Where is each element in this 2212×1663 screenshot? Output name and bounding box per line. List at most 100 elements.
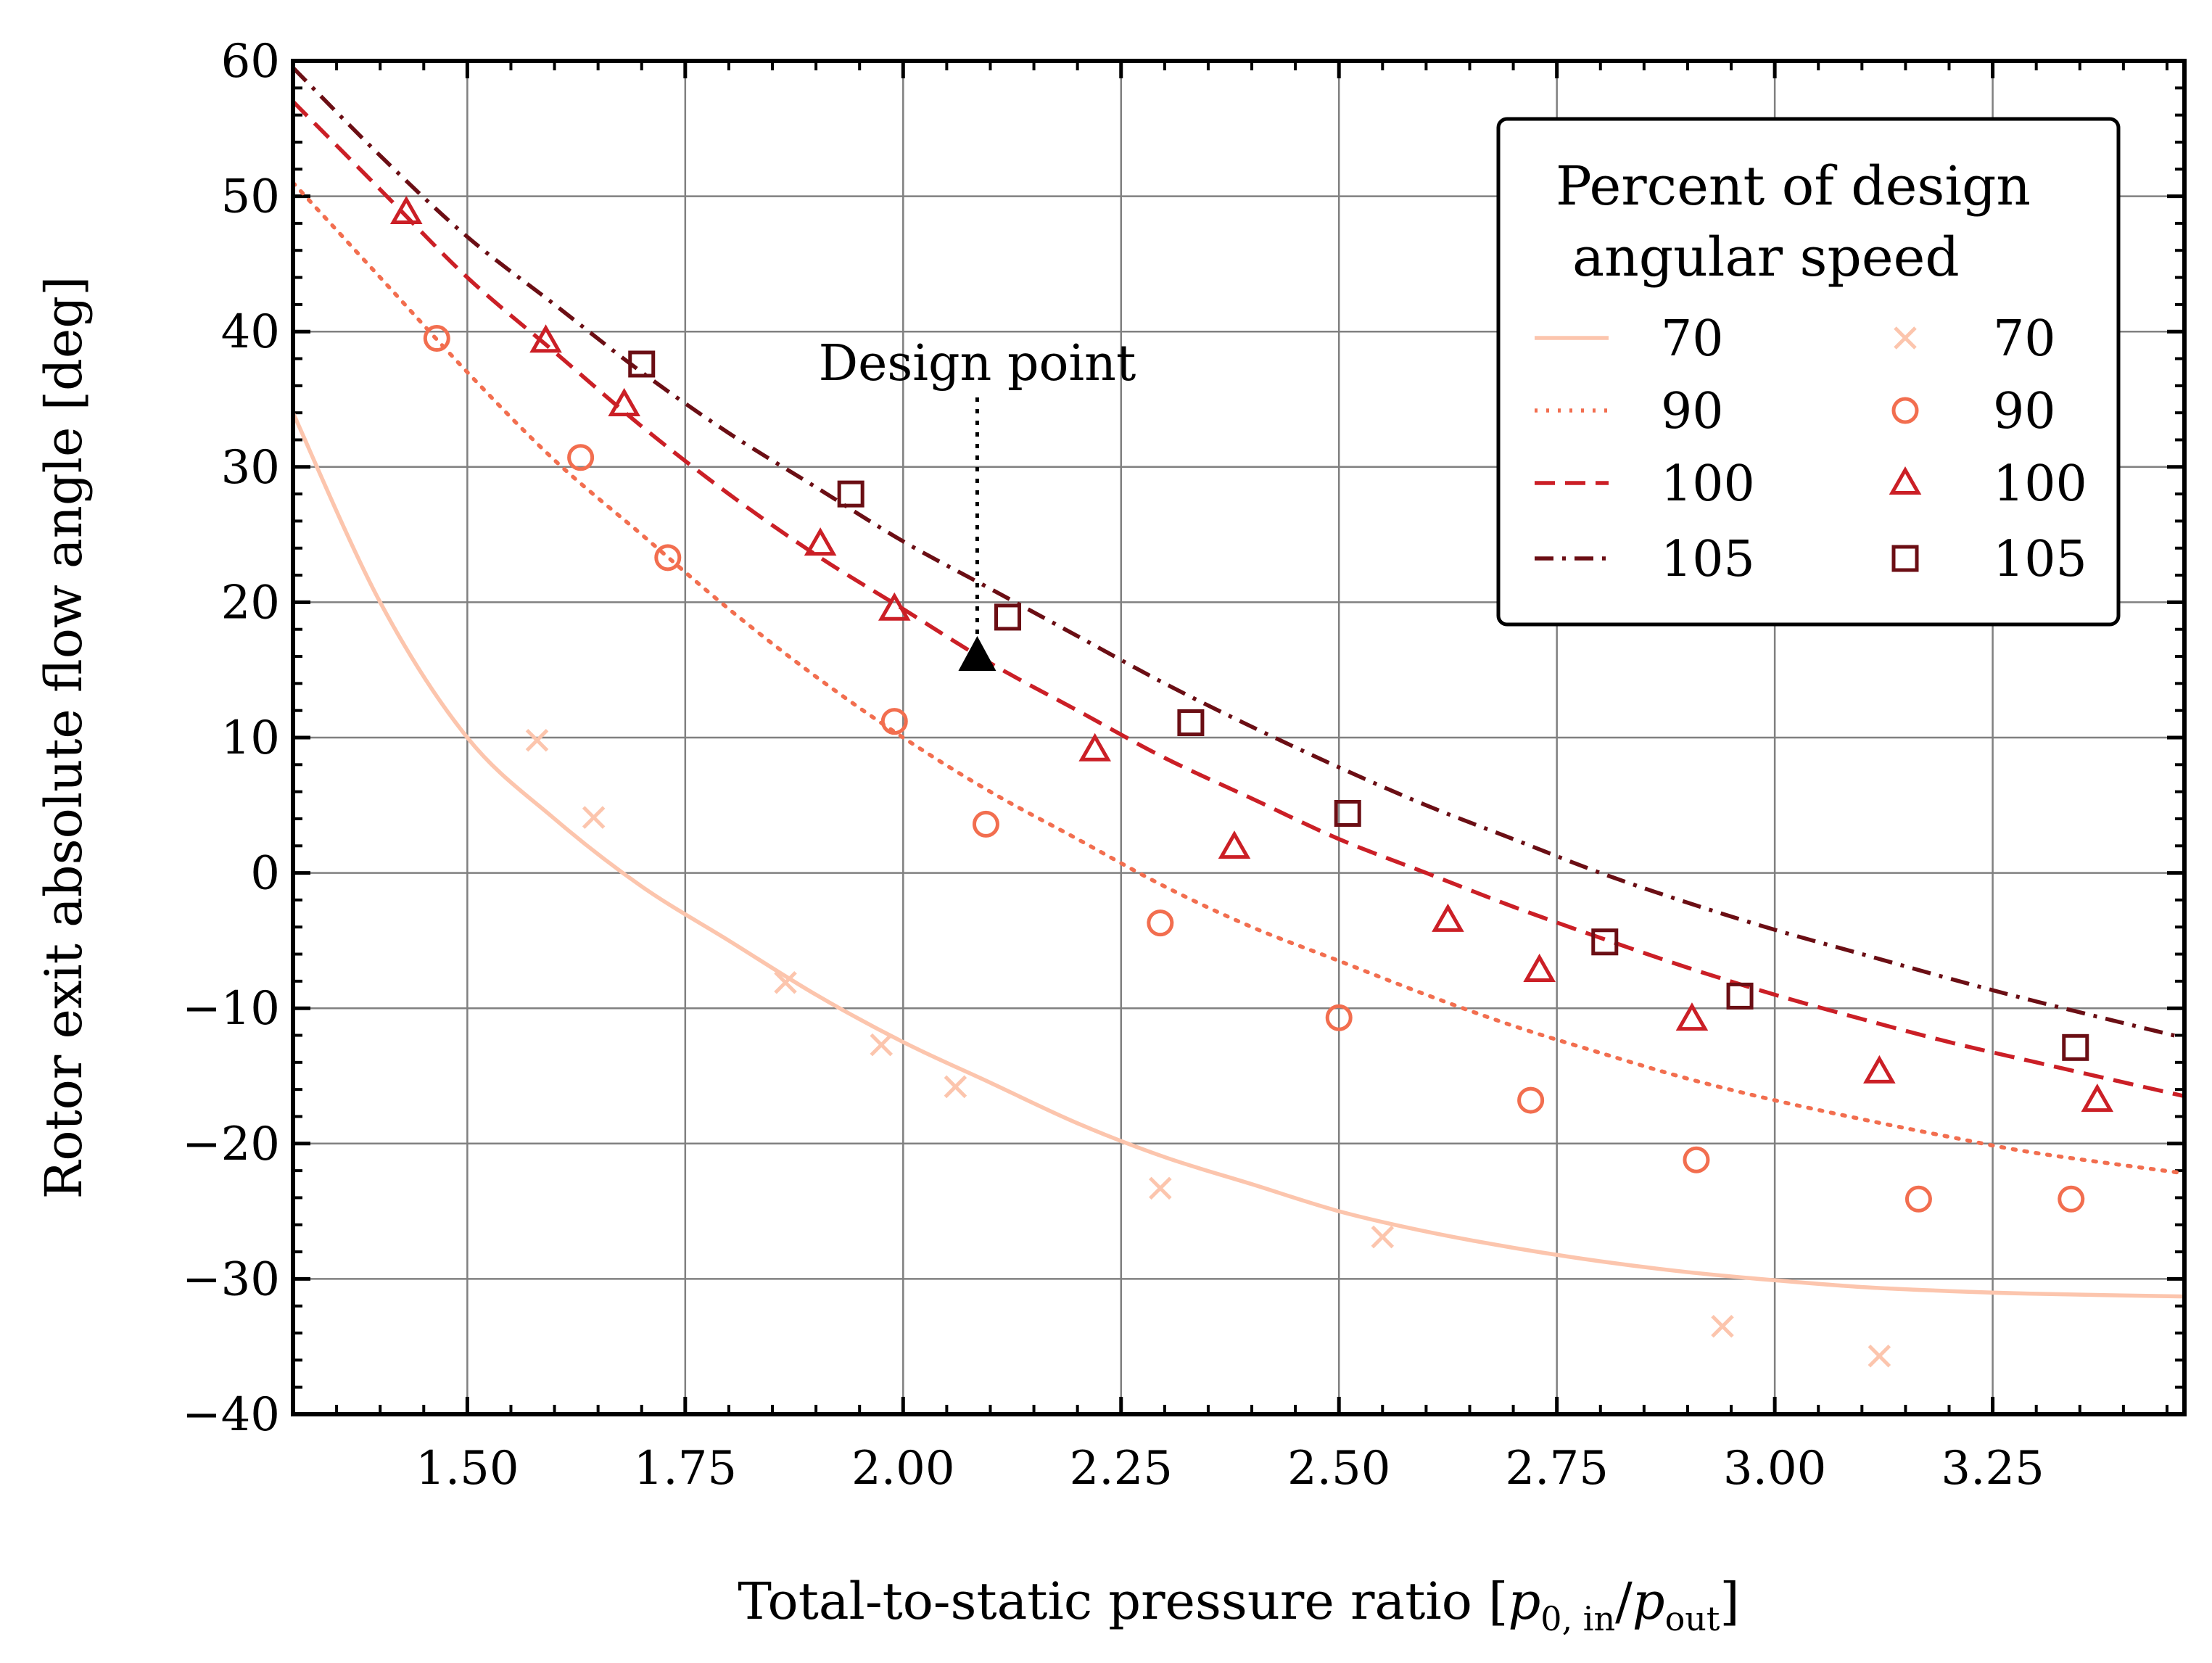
y-tick-label: 60 xyxy=(221,35,280,88)
marker-triangle-100 xyxy=(1675,1002,1709,1031)
marker-triangle-100 xyxy=(804,527,837,556)
legend-marker-label-90: 90 xyxy=(1993,383,2056,440)
legend-marker-label-100: 100 xyxy=(1993,455,2087,513)
plot-series xyxy=(291,66,2187,1368)
y-tick-label: −20 xyxy=(182,1118,280,1171)
marker-x-70-stroke xyxy=(1868,1344,1891,1368)
marker-square-105 xyxy=(994,603,1022,631)
marker-circle-90 xyxy=(654,544,682,571)
marker-x-70-stroke xyxy=(870,1033,894,1057)
legend-title-line-2: angular speed xyxy=(1572,226,1960,289)
legend-marker-label-70: 70 xyxy=(1993,310,2056,368)
series-markers-70 xyxy=(525,728,1891,1368)
marker-x-70-stroke xyxy=(525,728,549,752)
marker-x-70-stroke xyxy=(1149,1176,1172,1200)
marker-circle-90 xyxy=(2058,1185,2085,1213)
marker-x-70 xyxy=(944,1075,967,1099)
marker-x-70 xyxy=(1711,1314,1734,1338)
legend-marker-swatch-70-stroke xyxy=(1894,326,1917,350)
marker-x-70-stroke xyxy=(774,970,797,994)
legend-marker-label-105: 105 xyxy=(1993,531,2087,588)
marker-square-105 xyxy=(1726,982,1754,1010)
marker-triangle-100 xyxy=(2081,1084,2114,1113)
marker-square-105 xyxy=(1177,709,1205,736)
marker-circle-90 xyxy=(880,708,908,735)
marker-triangle-100 xyxy=(1432,903,1464,932)
marker-x-70 xyxy=(1868,1344,1891,1368)
series-line-70 xyxy=(291,412,2185,1299)
x-axis-label: Total-to-static pressure ratio [p0, in/p… xyxy=(738,1572,1739,1638)
marker-triangle-100 xyxy=(608,387,641,416)
legend-line-label-100: 100 xyxy=(1661,455,1755,513)
series-markers-105 xyxy=(628,350,2089,1061)
marker-x-70 xyxy=(774,970,797,994)
y-tick-label: −30 xyxy=(182,1253,280,1306)
legend-marker-swatch-90 xyxy=(1891,397,1919,424)
marker-x-70-stroke xyxy=(944,1075,967,1099)
y-tick-label: 40 xyxy=(221,305,280,359)
marker-circle-90 xyxy=(1147,909,1174,937)
marker-x-70 xyxy=(525,728,549,752)
marker-circle-90 xyxy=(1325,1004,1353,1031)
marker-x-70-stroke xyxy=(1711,1314,1734,1338)
marker-x-70 xyxy=(1149,1176,1172,1200)
legend: Percent of design angular speed 70 90 100 1… xyxy=(1496,117,2121,627)
legend-marker-swatch-105 xyxy=(1891,545,1919,572)
legend-marker-swatch-70 xyxy=(1894,326,1917,350)
marker-square-105 xyxy=(1334,799,1361,827)
marker-triangle-100 xyxy=(878,592,911,621)
marker-triangle-100 xyxy=(1523,953,1556,982)
y-tick-label: 50 xyxy=(221,170,280,224)
series-line-90 xyxy=(291,181,2187,1176)
y-tick-label: 0 xyxy=(250,847,280,901)
marker-circle-90 xyxy=(972,810,999,838)
marker-triangle-100 xyxy=(1218,830,1251,859)
x-tick-label: 2.50 xyxy=(1287,1442,1391,1495)
marker-square-105 xyxy=(837,480,864,508)
marker-square-105 xyxy=(2062,1033,2089,1061)
marker-circle-90 xyxy=(1683,1146,1710,1173)
series-markers-100 xyxy=(389,195,2114,1113)
marker-square-105 xyxy=(1591,928,1619,956)
x-tick-label: 1.75 xyxy=(634,1442,738,1495)
marker-x-70 xyxy=(582,806,606,829)
marker-x-70-stroke xyxy=(1371,1225,1395,1249)
legend-line-label-90: 90 xyxy=(1661,383,1724,440)
marker-circle-90 xyxy=(1517,1086,1545,1114)
series-markers-90 xyxy=(423,325,2085,1213)
marker-x-70 xyxy=(870,1033,894,1057)
x-tick-label: 3.00 xyxy=(1723,1442,1827,1495)
marker-triangle-100 xyxy=(1078,733,1112,762)
legend-box xyxy=(1496,117,2121,627)
y-tick-label: 10 xyxy=(221,711,280,765)
x-tick-label: 2.00 xyxy=(851,1442,955,1495)
marker-x-70-stroke xyxy=(582,806,606,829)
marker-x-70 xyxy=(1371,1225,1395,1249)
y-tick-label: 30 xyxy=(221,441,280,495)
legend-line-label-70: 70 xyxy=(1661,310,1724,368)
y-tick-label: 20 xyxy=(221,576,280,630)
marker-square-105 xyxy=(628,350,656,378)
design-point-annotation: Design point xyxy=(819,335,1136,672)
design-point-label: Design point xyxy=(819,335,1136,392)
marker-triangle-100 xyxy=(529,324,562,353)
legend-marker-swatch-100 xyxy=(1889,466,1922,495)
axis-tick-labels: 1.50 1.75 2.00 2.25 2.50 2.75 3.00 3.25 −40 −30 −2… xyxy=(182,35,2044,1495)
marker-triangle-100 xyxy=(389,195,423,224)
y-tick-label: −10 xyxy=(182,982,280,1036)
marker-circle-90 xyxy=(1904,1185,1932,1213)
x-tick-label: 1.50 xyxy=(416,1442,519,1495)
marker-triangle-100 xyxy=(1863,1055,1896,1084)
marker-circle-90 xyxy=(567,444,595,471)
legend-line-label-105: 105 xyxy=(1661,531,1755,588)
x-tick-label: 3.25 xyxy=(1941,1442,2044,1495)
y-tick-label: −40 xyxy=(182,1388,280,1442)
legend-entries: 70 90 100 105 70 90 100 105 xyxy=(1535,310,2087,588)
legend-title-line-1: Percent of design xyxy=(1556,155,2031,218)
marker-circle-90 xyxy=(423,325,450,352)
y-axis-label: Rotor exit absolute flow angle [deg] xyxy=(34,276,94,1200)
x-tick-label: 2.25 xyxy=(1070,1442,1173,1495)
x-tick-label: 2.75 xyxy=(1505,1442,1609,1495)
series-line-100 xyxy=(292,100,2185,1099)
